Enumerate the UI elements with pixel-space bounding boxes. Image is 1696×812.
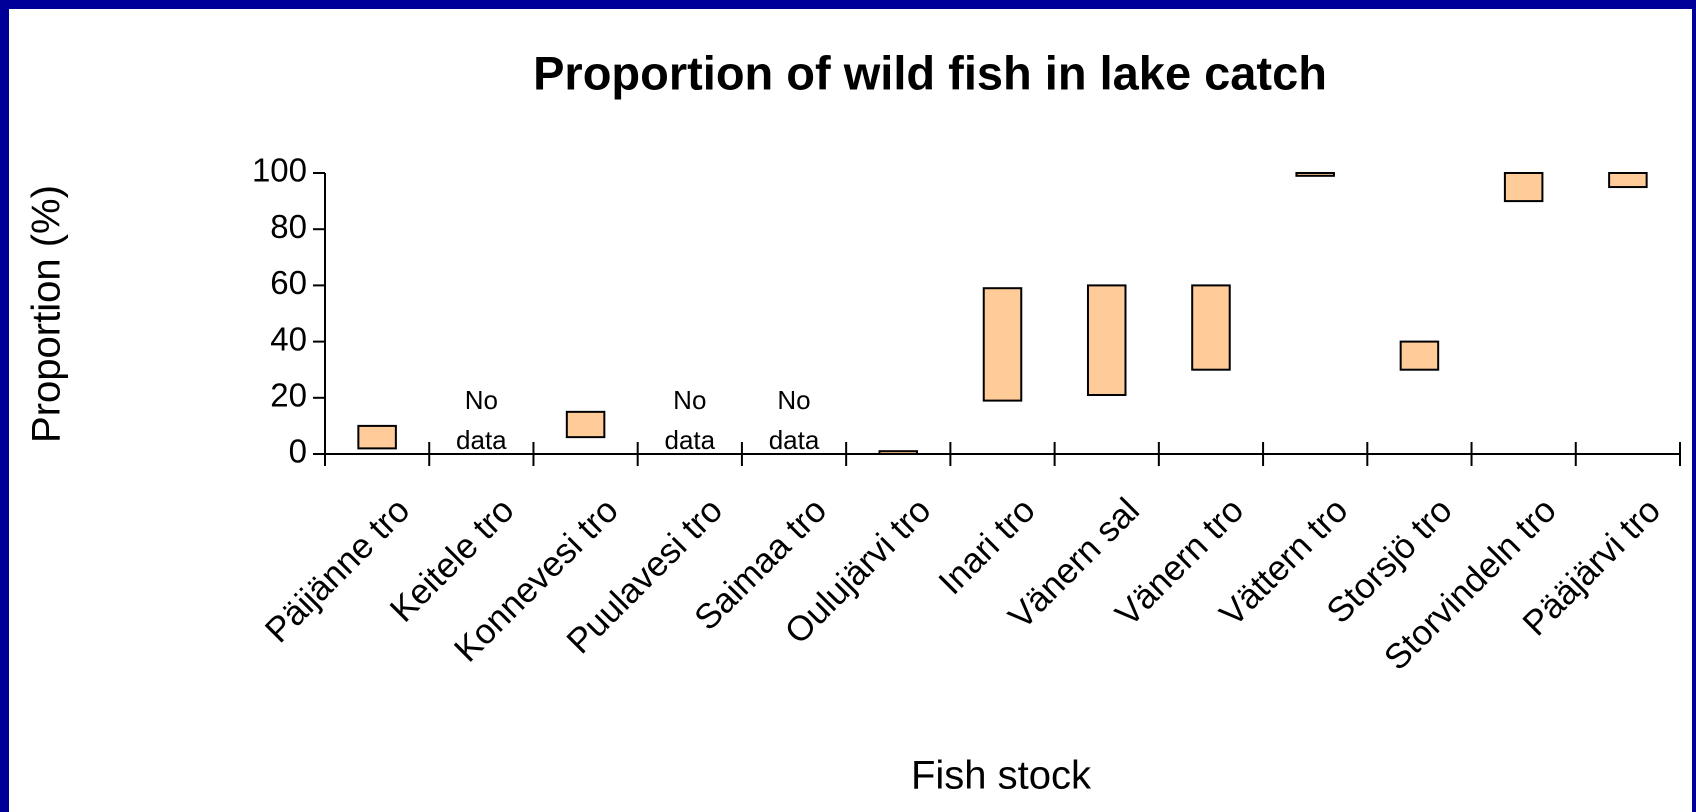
y-tick-label: 80 <box>270 208 307 245</box>
annotation-text: No data <box>664 385 716 455</box>
annotation-text: No data <box>456 385 507 455</box>
x-axis-label: Fish stock <box>911 754 1092 798</box>
annotation: No data <box>768 385 820 455</box>
bar <box>1086 284 1127 396</box>
chart-title: Proportion of wild fish in lake catch <box>533 46 1327 99</box>
y-tick-label: 60 <box>270 264 307 301</box>
y-tick-label: 20 <box>270 377 307 414</box>
x-tick-label: Päijänne tro <box>258 491 418 651</box>
bar <box>1608 172 1648 189</box>
y-axis-label: Proportion (%) <box>25 185 69 443</box>
annotation: No data <box>664 385 716 455</box>
bar <box>982 287 1023 402</box>
bar <box>1399 340 1440 371</box>
bar <box>357 424 397 450</box>
annotation-text: No data <box>768 385 820 455</box>
bar <box>1191 284 1231 371</box>
y-tick-label: 40 <box>270 320 307 357</box>
y-tick-label: 100 <box>252 152 307 189</box>
annotation: No data <box>456 385 507 455</box>
bar <box>565 410 606 439</box>
bar <box>878 450 919 456</box>
bar <box>1295 172 1335 177</box>
y-tick-label: 0 <box>289 433 307 470</box>
bar <box>1503 172 1544 203</box>
